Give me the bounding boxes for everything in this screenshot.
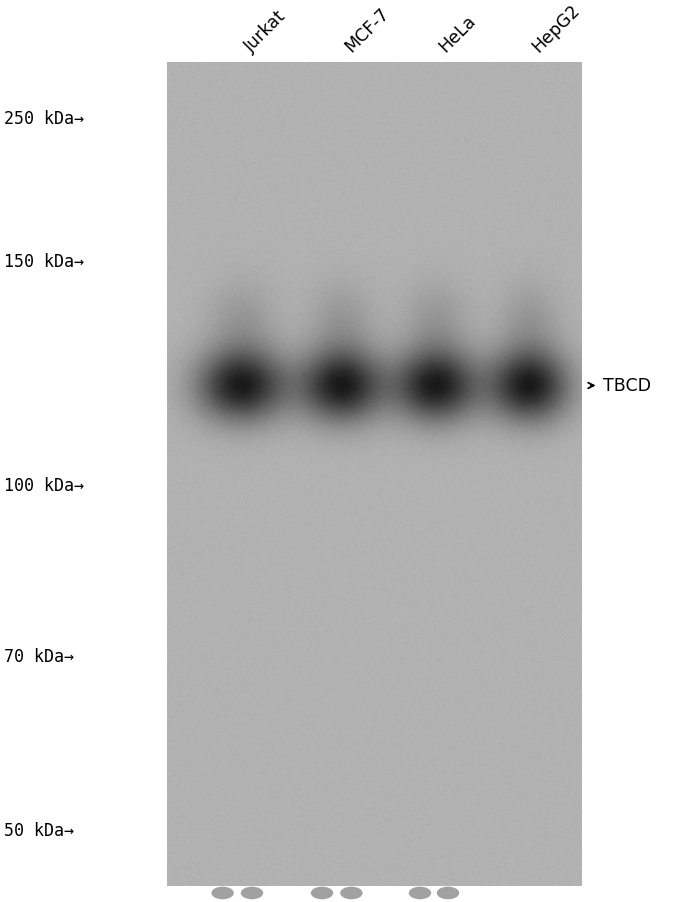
Text: TBCD: TBCD — [603, 377, 652, 395]
Text: www.PTGLAB.COM: www.PTGLAB.COM — [329, 300, 363, 649]
Ellipse shape — [437, 887, 459, 899]
Bar — [167, 63, 581, 886]
Ellipse shape — [311, 887, 333, 899]
Text: 50 kDa→: 50 kDa→ — [4, 821, 74, 839]
Ellipse shape — [241, 887, 263, 899]
Ellipse shape — [340, 887, 363, 899]
Text: 70 kDa→: 70 kDa→ — [4, 648, 74, 666]
Ellipse shape — [409, 887, 431, 899]
Text: 250 kDa→: 250 kDa→ — [4, 110, 83, 128]
Text: 150 kDa→: 150 kDa→ — [4, 253, 83, 271]
Text: HeLa: HeLa — [435, 12, 480, 56]
Ellipse shape — [211, 887, 234, 899]
Text: Jurkat: Jurkat — [241, 7, 290, 56]
Text: 100 kDa→: 100 kDa→ — [4, 476, 83, 494]
Text: HepG2: HepG2 — [528, 1, 583, 56]
Text: MCF-7: MCF-7 — [341, 5, 392, 56]
